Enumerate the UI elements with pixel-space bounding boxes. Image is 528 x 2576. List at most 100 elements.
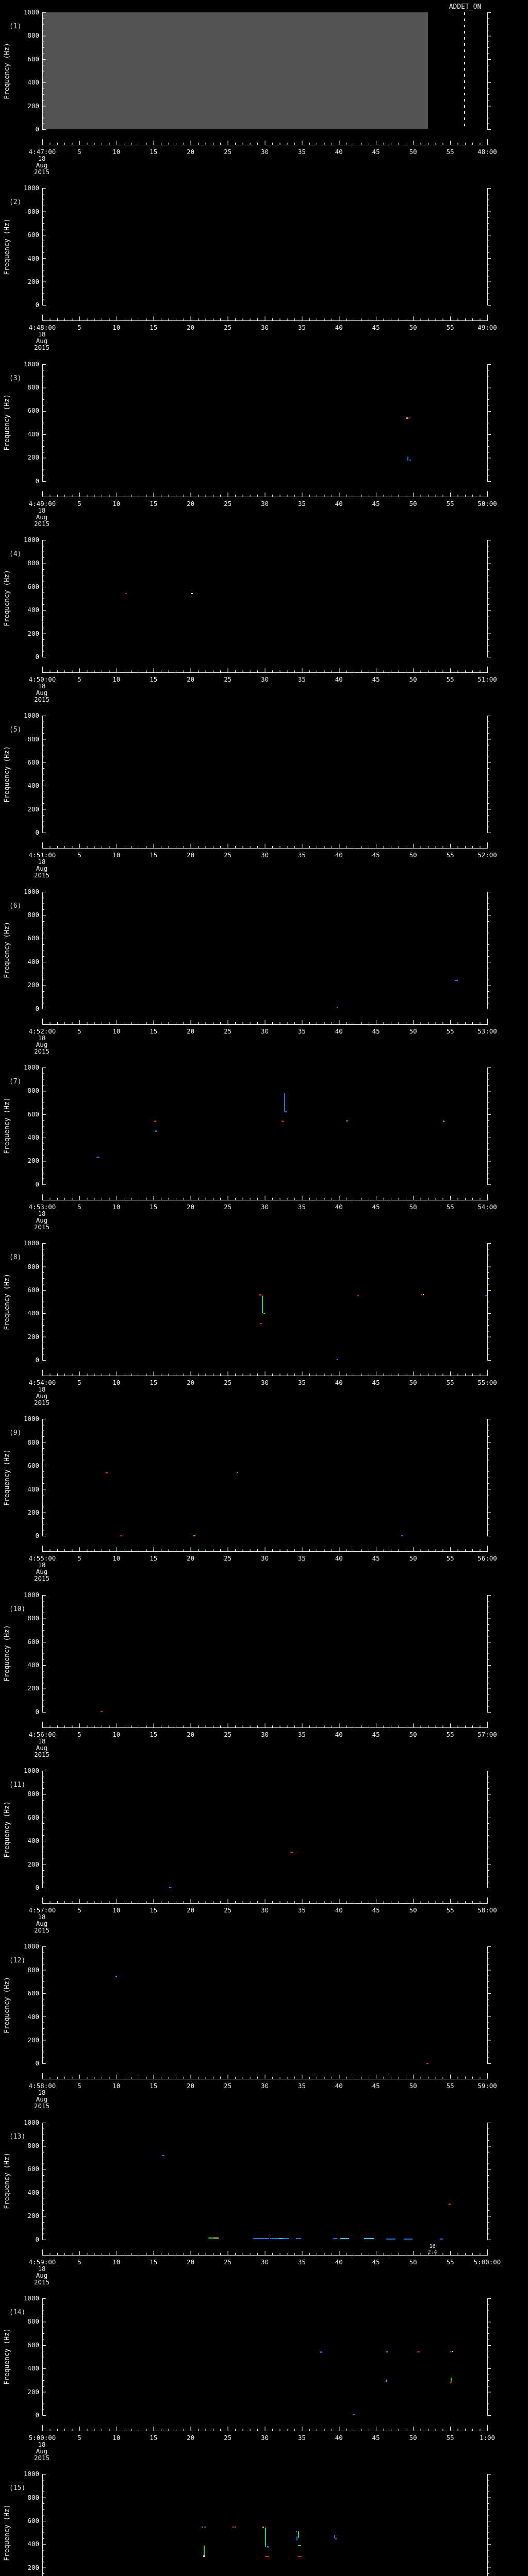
plot-area	[42, 188, 487, 306]
x-tick-label: 40	[335, 148, 343, 156]
x-tick-label: 25	[224, 499, 232, 507]
y-axis-title: Frequency (Hz)	[3, 1273, 11, 1330]
x-tick-label: 40	[335, 2258, 343, 2266]
x-tick-label: 45	[372, 1202, 380, 1211]
x-tick-label: 20	[187, 2433, 195, 2442]
y-axis-line	[42, 1067, 43, 1185]
x-tick-label: 55	[446, 324, 454, 332]
x-tick-label: 45	[372, 148, 380, 156]
y-tick-label: 1000	[23, 1415, 39, 1423]
detection-mark-vline	[298, 2531, 299, 2538]
x-tick-label-start: 4:56:00	[28, 1730, 56, 1738]
x-tick-label: 40	[335, 1202, 343, 1211]
right-axis-major-ticks	[488, 1419, 491, 1537]
plot-area	[42, 1243, 487, 1361]
y-tick-label: 1000	[23, 360, 39, 368]
y-tick-label: 800	[27, 31, 39, 40]
date-label: 18 Aug 2015	[34, 2264, 50, 2286]
x-tick-label: 15	[150, 1906, 158, 1914]
y-tick-label: 600	[27, 758, 39, 766]
x-tick-label: 30	[260, 2258, 269, 2266]
detection-mark	[155, 1130, 157, 1132]
x-tick-label: 15	[150, 324, 158, 332]
y-axis-major-ticks	[43, 539, 46, 657]
x-tick-label: 50	[409, 324, 417, 332]
detection-mark-hseg	[403, 2238, 412, 2240]
x-tick-label: 45	[372, 1906, 380, 1914]
x-tick-label-end: 49:00	[477, 324, 497, 332]
right-axis-line	[487, 891, 488, 1009]
x-axis-end-tick	[487, 666, 488, 672]
detection-mark-hseg	[265, 2556, 270, 2557]
y-tick-label: 0	[35, 1180, 39, 1188]
x-tick-label: 50	[409, 1906, 417, 1914]
x-tick-label: 30	[260, 1730, 269, 1738]
date-label: 18 Aug 2015	[34, 1913, 50, 1934]
x-tick-label: 40	[335, 499, 343, 507]
panel-index-label: (3)	[9, 374, 22, 382]
y-tick-label: 800	[27, 910, 39, 919]
x-tick-label-end: 59:00	[477, 2082, 497, 2090]
right-axis-line	[487, 716, 488, 834]
x-tick-label: 50	[409, 1379, 417, 1387]
right-axis-major-ticks	[488, 2298, 491, 2416]
x-tick-label: 30	[260, 499, 269, 507]
x-tick-label: 25	[224, 851, 232, 859]
x-tick-label: 20	[187, 1554, 195, 1563]
detection-mark	[337, 1359, 338, 1361]
detection-mark	[290, 1852, 293, 1853]
y-tick-label: 0	[35, 1356, 39, 1364]
y-axis-major-ticks	[43, 188, 46, 306]
y-tick-label: 600	[27, 231, 39, 239]
date-label: 18 Aug 2015	[34, 330, 50, 352]
detection-mark	[401, 1535, 403, 1536]
x-tick-label: 55	[446, 1379, 454, 1387]
x-axis-major-ticks	[42, 668, 488, 672]
y-tick-label: 400	[27, 2188, 39, 2196]
y-axis-title: Frequency (Hz)	[3, 2328, 11, 2385]
y-axis-line	[42, 2298, 43, 2416]
detection-mark-vline	[450, 2378, 452, 2382]
panel-index-label: (4)	[9, 550, 22, 558]
y-tick-label: 200	[27, 2036, 39, 2044]
right-axis-line	[487, 539, 488, 657]
x-axis-major-ticks	[42, 2426, 488, 2431]
detection-mark-vline	[203, 2546, 205, 2556]
y-tick-label: 1000	[23, 2294, 39, 2302]
detection-mark	[450, 2382, 452, 2383]
y-tick-label: 400	[27, 78, 39, 87]
y-tick-label: 0	[35, 1004, 39, 1012]
x-axis-end-tick	[487, 139, 488, 145]
y-tick-label: 800	[27, 2493, 39, 2501]
right-axis-major-ticks	[488, 1946, 491, 2064]
x-tick-label-start: 4:57:00	[28, 1906, 56, 1914]
x-tick-label: 20	[187, 851, 195, 859]
x-tick-label: 40	[335, 1730, 343, 1738]
detection-mark-hseg	[298, 2545, 301, 2547]
x-tick-label: 25	[224, 2258, 232, 2266]
x-tick-label: 55	[446, 2258, 454, 2266]
detection-mark	[161, 2155, 164, 2157]
y-tick-label: 800	[27, 2317, 39, 2326]
x-tick-label: 20	[187, 1202, 195, 1211]
detection-mark	[96, 1156, 100, 1158]
y-tick-label: 400	[27, 254, 39, 262]
x-tick-label-start: 4:59:00	[28, 2258, 56, 2266]
y-tick-label: 400	[27, 1309, 39, 1317]
y-tick-label: 0	[35, 1884, 39, 1891]
date-label: 18 Aug 2015	[34, 1209, 50, 1231]
y-tick-label: 1000	[23, 2470, 39, 2478]
detection-mark	[485, 1295, 487, 1297]
y-axis-title: Frequency (Hz)	[3, 1449, 11, 1506]
x-tick-label: 10	[112, 1027, 121, 1035]
y-tick-label: 1000	[23, 1239, 39, 1247]
x-axis-line	[42, 1903, 488, 1904]
x-tick-label: 35	[298, 1027, 306, 1035]
x-tick-label: 35	[298, 851, 306, 859]
y-tick-label: 400	[27, 430, 39, 438]
y-axis-title: Frequency (Hz)	[3, 1801, 11, 1858]
right-axis-major-ticks	[488, 2122, 491, 2240]
detection-mark	[417, 2351, 420, 2353]
detection-mark	[353, 2414, 355, 2416]
y-tick-label: 600	[27, 934, 39, 942]
